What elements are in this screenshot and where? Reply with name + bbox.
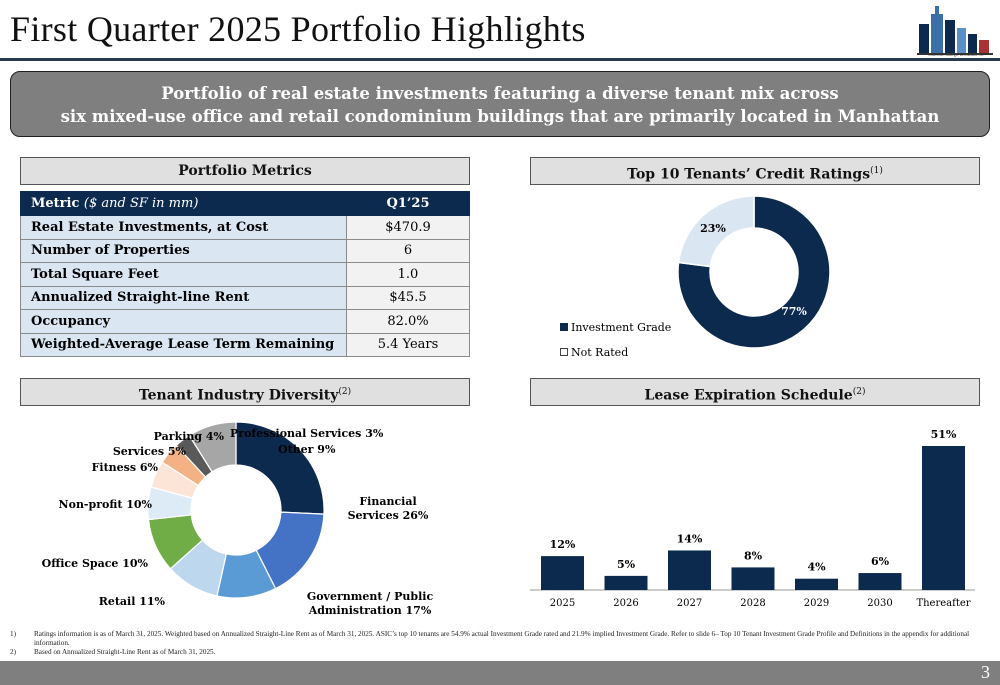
metric-units-note: ($ and SF in mm) <box>83 196 199 211</box>
metric-label: Annualized Straight-line Rent <box>20 285 347 310</box>
lease-data-label: 12% <box>550 538 576 551</box>
lease-bar-2030 <box>858 573 902 590</box>
footnote-number: 1) <box>10 630 16 638</box>
metric-label: Total Square Feet <box>20 262 347 287</box>
metric-value: $470.9 <box>346 215 470 240</box>
banner-line-1: Portfolio of real estate investments fea… <box>161 84 839 103</box>
lease-bar-2026 <box>604 575 648 590</box>
lease-tick-label: 2026 <box>613 598 638 609</box>
logo-text: American Strategic Investment Co. <box>927 52 985 57</box>
lease-bar-2025 <box>541 556 584 590</box>
lease-bar-2029 <box>795 578 838 590</box>
credit-data-label: 77% <box>781 305 807 318</box>
industry-data-label: Parking 4% <box>154 430 225 443</box>
q1-column-header: Q1’25 <box>346 191 470 216</box>
industry-slice <box>235 421 325 515</box>
footnote-text: Based on Annualized Straight-Line Rent a… <box>34 648 216 656</box>
lease-bar-thereafter <box>922 446 965 590</box>
industry-data-label: Retail 11% <box>99 595 166 608</box>
credit-ratings-header: Top 10 Tenants’ Credit Ratings(1) <box>530 157 980 185</box>
industry-diversity-heading: Tenant Industry Diversity <box>138 387 339 404</box>
table-header-row: Metric ($ and SF in mm) Q1’25 <box>20 191 470 216</box>
table-row: Weighted-Average Lease Term Remaining 5.4… <box>20 332 470 357</box>
industry-data-label: Services 5% <box>113 445 187 458</box>
metric-label: Weighted-Average Lease Term Remaining <box>20 332 347 357</box>
credit-ratings-chart: 77% 23% <box>677 195 831 349</box>
industry-data-label: Office Space 10% <box>42 557 149 570</box>
footnote: 1) Ratings information is as of March 31,… <box>10 630 995 648</box>
lease-data-label: 8% <box>744 549 763 562</box>
legend-not-rated: Not Rated <box>560 346 628 359</box>
metric-value: $45.5 <box>346 285 470 310</box>
metric-label: Occupancy <box>20 309 347 334</box>
metric-column-header: Metric ($ and SF in mm) <box>20 191 347 216</box>
table-row: Real Estate Investments, at Cost $470.9 <box>20 215 470 240</box>
legend-label-investment-grade: Investment Grade <box>571 321 672 334</box>
portfolio-metrics-heading: Portfolio Metrics <box>178 163 312 179</box>
credit-ratings-heading: Top 10 Tenants’ Credit Ratings <box>627 166 871 183</box>
lease-data-label: 51% <box>931 428 957 441</box>
credit-slice-investment-grade <box>677 195 831 349</box>
lease-tick-label: 2029 <box>804 598 829 609</box>
page-number: 3 <box>981 662 990 682</box>
footnote-text: Ratings information is as of March 31, 2… <box>34 630 970 647</box>
lease-data-label: 4% <box>807 561 826 574</box>
legend-swatch-investment-grade <box>560 323 568 331</box>
industry-data-label: Government / Public Administration 17% <box>307 590 434 617</box>
industry-diversity-header: Tenant Industry Diversity(2) <box>20 378 470 406</box>
lease-bar-2027 <box>668 550 711 590</box>
title-divider <box>0 58 1000 61</box>
lease-data-label: 14% <box>677 532 703 545</box>
table-row: Total Square Feet 1.0 <box>20 262 470 287</box>
lease-tick-label: 2028 <box>740 598 765 609</box>
metric-value: 1.0 <box>346 262 470 287</box>
industry-data-label: Other 9% <box>278 443 336 456</box>
lease-tick-label: Thereafter <box>916 598 970 609</box>
lease-data-label: 6% <box>871 555 890 568</box>
industry-data-label: Financial Services 26% <box>348 495 429 522</box>
credit-slice-not-rated <box>677 195 755 268</box>
metric-value: 6 <box>346 238 470 263</box>
lease-expiration-footnote-ref: (2) <box>852 387 866 397</box>
table-row: Occupancy 82.0% <box>20 309 470 334</box>
legend-swatch-not-rated <box>560 348 568 356</box>
industry-diversity-chart: Financial Services 26% Government / Public… <box>42 421 434 617</box>
credit-data-label: 23% <box>700 222 726 235</box>
company-logo-icon <box>917 6 993 55</box>
lease-bar-2028 <box>731 567 775 590</box>
credit-ratings-footnote-ref: (1) <box>870 166 883 176</box>
footnote: 2) Based on Annualized Straight-Line Rent… <box>10 648 995 657</box>
lease-expiration-header: Lease Expiration Schedule(2) <box>530 378 980 406</box>
legend-label-not-rated: Not Rated <box>571 346 629 359</box>
footnotes: 1) Ratings information is as of March 31,… <box>10 630 995 657</box>
metric-value: 82.0% <box>346 309 470 334</box>
lease-tick-label: 2030 <box>867 598 892 609</box>
portfolio-metrics-header: Portfolio Metrics <box>20 157 470 185</box>
summary-banner: Portfolio of real estate investments fea… <box>10 71 990 137</box>
lease-tick-label: 2025 <box>550 598 575 609</box>
metric-label: Real Estate Investments, at Cost <box>20 215 347 240</box>
industry-slice <box>188 421 237 473</box>
footer-bar: 3 <box>0 661 1000 685</box>
table-row: Annualized Straight-line Rent $45.5 <box>20 285 470 310</box>
industry-diversity-footnote-ref: (2) <box>338 387 352 397</box>
legend-investment-grade: Investment Grade <box>560 321 671 334</box>
lease-expiration-heading: Lease Expiration Schedule <box>644 387 853 404</box>
industry-data-label: Fitness 6% <box>92 461 159 474</box>
slide-title: First Quarter 2025 Portfolio Highlights <box>10 9 586 49</box>
metric-label: Number of Properties <box>20 238 347 263</box>
lease-tick-label: 2027 <box>677 598 702 609</box>
lease-data-label: 5% <box>617 558 636 571</box>
banner-line-2: six mixed-use office and retail condomin… <box>60 107 940 126</box>
portfolio-metrics-table: Metric ($ and SF in mm) Q1’25 Real Estat… <box>20 191 470 357</box>
footnote-number: 2) <box>10 648 16 656</box>
lease-expiration-chart: 12% 2025 5% 2026 14% 2027 8% 2028 4% 2029 6% 2030 51… <box>530 428 975 609</box>
industry-data-label: Professional Services 3% <box>230 427 384 440</box>
metric-value: 5.4 Years <box>346 332 470 357</box>
table-row: Number of Properties 6 <box>20 238 470 263</box>
industry-data-label: Non-profit 10% <box>59 498 153 511</box>
